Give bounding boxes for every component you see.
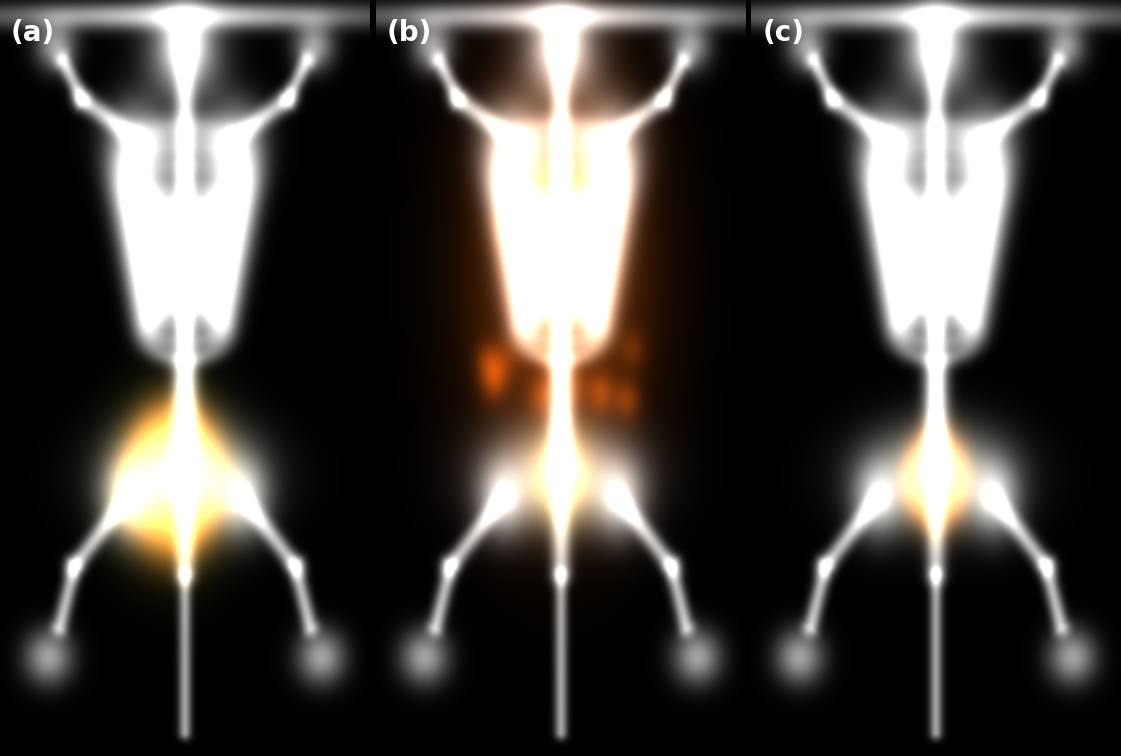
Text: (c): (c) <box>762 19 804 47</box>
Text: (b): (b) <box>387 19 432 47</box>
Text: (a): (a) <box>11 19 55 47</box>
